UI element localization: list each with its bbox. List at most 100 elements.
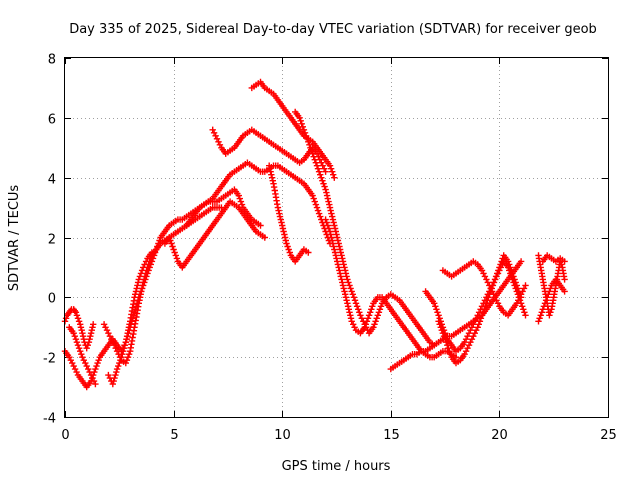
data-point <box>547 309 554 316</box>
data-point <box>496 264 503 271</box>
data-point <box>85 365 92 373</box>
data-point <box>519 303 526 310</box>
series-track-3 <box>66 324 99 388</box>
data-point <box>535 318 542 325</box>
x-tick-labels: 0 5 10 15 20 25 <box>61 428 616 443</box>
data-point <box>541 300 549 307</box>
data-point <box>115 362 122 370</box>
data-point <box>376 306 384 313</box>
data-point <box>320 180 327 187</box>
data-point <box>544 294 551 301</box>
data-point <box>83 345 90 352</box>
x-tick-label: 5 <box>170 428 178 443</box>
series-track-5 <box>105 249 156 388</box>
data-point <box>373 315 380 322</box>
data-point <box>74 315 82 322</box>
data-point <box>75 345 83 352</box>
data-point <box>313 162 321 169</box>
data-point <box>347 285 354 292</box>
data-point <box>310 195 317 202</box>
data-point <box>82 359 89 367</box>
data-point <box>334 261 342 268</box>
data-point <box>95 357 102 364</box>
series-track-12 <box>322 216 460 361</box>
data-point <box>433 306 440 313</box>
data-point <box>120 348 127 355</box>
data-point <box>306 141 313 148</box>
data-point <box>348 288 355 295</box>
data-point <box>465 330 473 337</box>
data-point <box>547 285 554 292</box>
data-point <box>74 342 82 349</box>
data-point <box>305 138 312 145</box>
data-point <box>446 348 453 355</box>
data-point <box>483 300 490 307</box>
data-point <box>478 312 486 319</box>
data-point <box>355 306 362 313</box>
data-point <box>374 312 381 319</box>
data-point <box>296 114 303 121</box>
data-point <box>334 237 342 244</box>
data-point <box>346 309 353 316</box>
data-point <box>314 165 322 172</box>
data-point <box>116 359 123 367</box>
data-point <box>286 249 293 256</box>
data-point <box>170 246 177 253</box>
data-point <box>323 219 330 226</box>
data-point <box>494 300 502 307</box>
data-point <box>492 273 500 280</box>
data-point <box>110 377 117 385</box>
data-point <box>148 249 156 256</box>
data-point <box>311 198 318 205</box>
data-point <box>167 237 174 244</box>
data-point <box>443 339 450 346</box>
data-point <box>301 129 309 136</box>
data-point <box>120 345 128 352</box>
chart-title: Day 335 of 2025, Sidereal Day-to-day VTE… <box>69 22 597 37</box>
data-point <box>329 168 336 175</box>
data-point <box>73 312 81 319</box>
data-point <box>283 240 290 247</box>
data-point <box>137 270 145 277</box>
data-point <box>72 336 80 343</box>
data-point <box>209 126 216 133</box>
series-track-11 <box>266 162 312 265</box>
data-point <box>90 377 98 385</box>
data-point <box>87 333 94 340</box>
data-point <box>514 285 522 292</box>
data-point <box>70 362 77 370</box>
data-point <box>441 336 449 343</box>
data-point <box>106 333 114 340</box>
data-point <box>343 273 350 280</box>
data-point <box>479 309 487 316</box>
data-point <box>257 222 264 229</box>
data-point <box>169 243 176 250</box>
series-track-8 <box>209 126 329 175</box>
data-point <box>491 294 499 301</box>
data-point <box>437 324 444 331</box>
data-point <box>77 321 84 328</box>
data-point <box>558 261 565 268</box>
series-track-1 <box>61 186 264 391</box>
data-point <box>363 318 371 325</box>
data-point <box>314 207 322 214</box>
data-point <box>72 309 80 316</box>
data-point <box>215 138 222 145</box>
data-point <box>462 348 470 355</box>
data-point <box>71 333 78 340</box>
data-point <box>86 336 93 343</box>
data-point <box>337 249 344 256</box>
data-point <box>480 270 487 277</box>
series-track-2 <box>61 306 97 352</box>
data-point <box>325 225 333 232</box>
data-point <box>317 213 324 220</box>
data-point <box>435 312 442 319</box>
data-point <box>546 312 553 319</box>
y-tick-labels: -4 -2 0 2 4 6 8 <box>43 53 56 427</box>
x-tick-label: 0 <box>61 428 69 443</box>
data-point <box>445 345 452 352</box>
data-point <box>522 312 529 319</box>
data-point <box>497 261 504 268</box>
